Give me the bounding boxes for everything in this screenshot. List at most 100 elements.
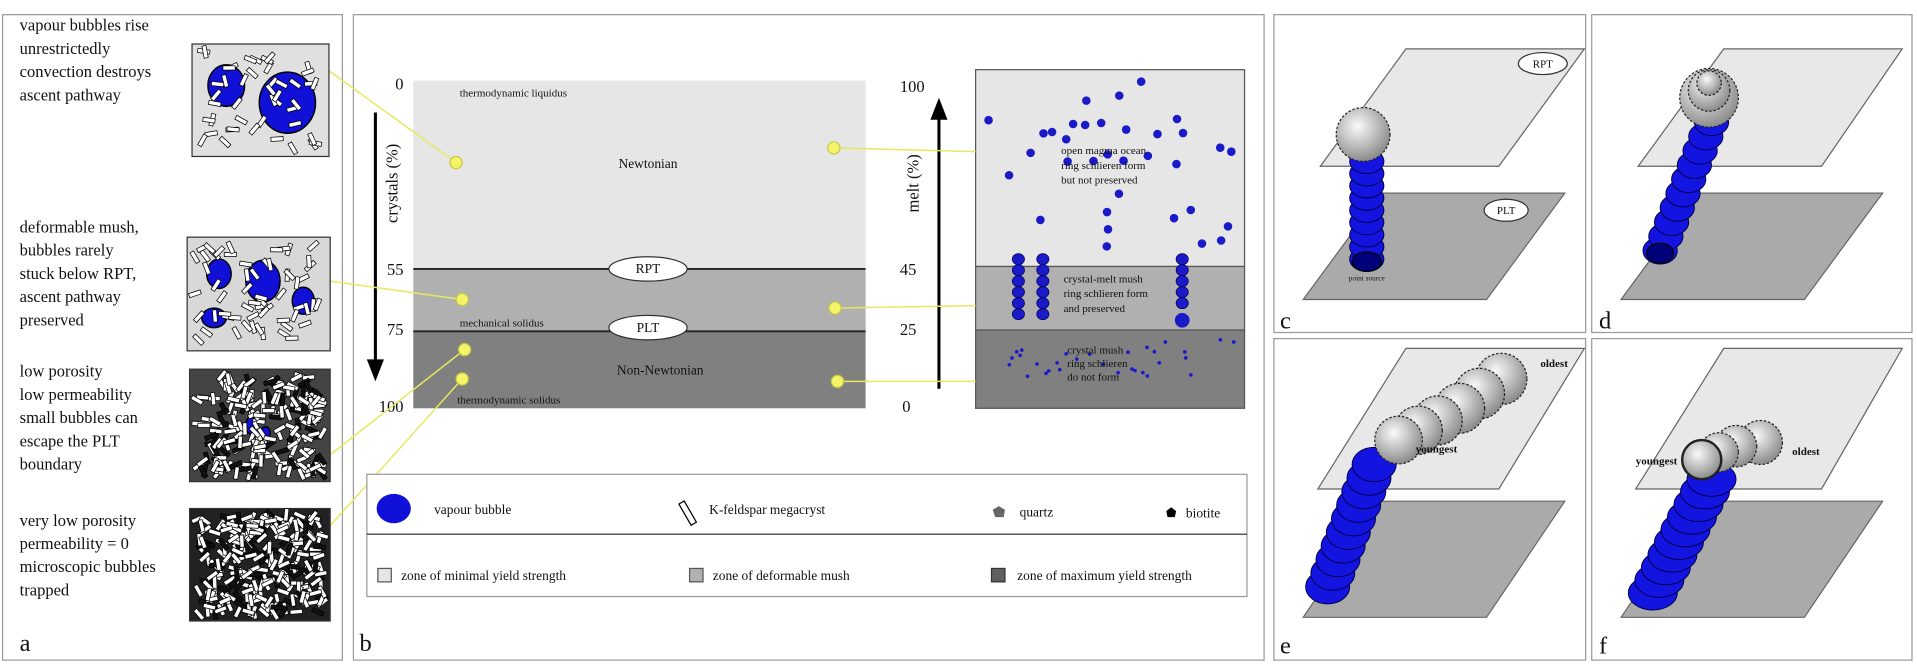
bubble <box>1176 287 1188 298</box>
bubble <box>1055 361 1059 365</box>
note-line: boundary <box>20 455 83 474</box>
note-line: ascent pathway <box>20 287 122 306</box>
tick-label: 0 <box>395 74 403 93</box>
bubble <box>984 116 993 125</box>
bubble <box>1176 265 1188 276</box>
marker <box>459 344 471 356</box>
bubble <box>1044 371 1048 375</box>
zone-note: ring schlieren form <box>1061 160 1146 172</box>
bubble <box>1217 236 1226 245</box>
note-line: vapour bubbles rise <box>20 16 149 35</box>
bubble <box>1018 353 1022 357</box>
note-line: very low porosity <box>20 511 137 530</box>
bubble <box>1037 298 1049 309</box>
column-label: thermodynamic liquidus <box>460 88 567 100</box>
note-line: escape the PLT <box>20 431 120 450</box>
bubble <box>1164 340 1168 344</box>
crystal <box>279 406 284 419</box>
bubble <box>1172 160 1181 169</box>
bubble <box>1227 147 1236 156</box>
crystal <box>301 386 306 398</box>
tick-label: 25 <box>900 320 917 339</box>
bubble <box>1012 276 1024 287</box>
crystal <box>284 509 289 522</box>
bubble <box>1179 129 1188 138</box>
marker <box>450 156 462 168</box>
figure: a b c d e f 0 55 75 100 100 45 25 0 crys… <box>0 0 1917 665</box>
bubble <box>1157 361 1161 365</box>
bubble <box>1130 367 1134 371</box>
legend-text: biotite <box>1186 506 1220 521</box>
zone-note: do not form <box>1067 371 1119 383</box>
legend-text: K-feldspar megacryst <box>709 502 825 517</box>
legend-bubble <box>377 494 411 523</box>
bubble <box>1036 216 1045 225</box>
bubble <box>1173 115 1182 124</box>
bubble <box>1039 129 1048 138</box>
note-line: low porosity <box>20 362 104 381</box>
page: a b c d e f 0 55 75 100 100 45 25 0 crys… <box>0 0 1917 665</box>
bubble <box>1126 350 1130 354</box>
axis-title: melt (%) <box>903 154 922 212</box>
tick-label: 0 <box>902 397 910 416</box>
bubble <box>1145 346 1149 350</box>
bubble <box>1137 77 1146 86</box>
crystal <box>218 311 230 316</box>
column-label: Newtonian <box>619 156 678 171</box>
texture-thumbnail <box>190 369 331 481</box>
legend-text: zone of deformable mush <box>713 568 850 583</box>
plane-label: RPT <box>1533 58 1553 70</box>
bubble <box>1012 287 1024 298</box>
panel-label: c <box>1280 307 1291 334</box>
bubble <box>1005 171 1014 180</box>
marker <box>456 293 468 305</box>
legend-text: zone of maximum yield strength <box>1017 568 1192 583</box>
bubble <box>1153 350 1157 354</box>
bubble <box>1186 206 1195 215</box>
note-line: permeability = 0 <box>20 534 129 553</box>
column-label: RPT <box>636 261 661 276</box>
crystal <box>259 455 263 467</box>
texture-thumbnail <box>190 509 331 621</box>
tick-label: 100 <box>900 77 925 96</box>
bubble <box>1146 374 1150 378</box>
note-line: low permeability <box>20 385 133 404</box>
bubble <box>1176 254 1188 265</box>
bubble <box>259 72 315 133</box>
texture-thumbnail <box>192 44 329 156</box>
crystal <box>313 560 318 573</box>
age-label: youngest <box>1416 443 1458 455</box>
bubble <box>1012 254 1024 265</box>
panel-label: f <box>1599 632 1608 659</box>
zone-note: crystal mush <box>1067 344 1123 356</box>
crystal <box>262 408 274 412</box>
bubble <box>1048 128 1057 137</box>
crystal <box>243 423 247 435</box>
crystal <box>271 137 283 142</box>
crystal <box>303 521 307 533</box>
legend-swatch <box>378 568 391 581</box>
bubble <box>1015 350 1019 354</box>
bubble <box>1170 214 1179 223</box>
bubble <box>1037 265 1049 276</box>
marker <box>828 142 840 154</box>
bubble <box>1184 356 1188 360</box>
crystal <box>307 255 312 267</box>
age-label: oldest <box>1792 446 1820 458</box>
zone-note: and preserved <box>1064 303 1126 315</box>
bubble <box>1026 149 1035 158</box>
crystal <box>313 544 326 549</box>
note-line: convection destroys <box>20 62 152 81</box>
bubble <box>1115 189 1124 198</box>
note-line: preserved <box>20 310 85 329</box>
bubble <box>1020 348 1024 352</box>
note-line: stuck below RPT, <box>20 264 137 283</box>
column-label: thermodynamic solidus <box>457 394 560 406</box>
age-label: oldest <box>1540 358 1568 370</box>
note-line: ascent pathway <box>20 85 122 104</box>
sphere <box>1682 440 1721 479</box>
bubble <box>1012 298 1024 309</box>
panel-label: d <box>1599 307 1611 334</box>
bubble <box>1176 276 1188 287</box>
point-source-label: point source <box>1349 273 1385 282</box>
